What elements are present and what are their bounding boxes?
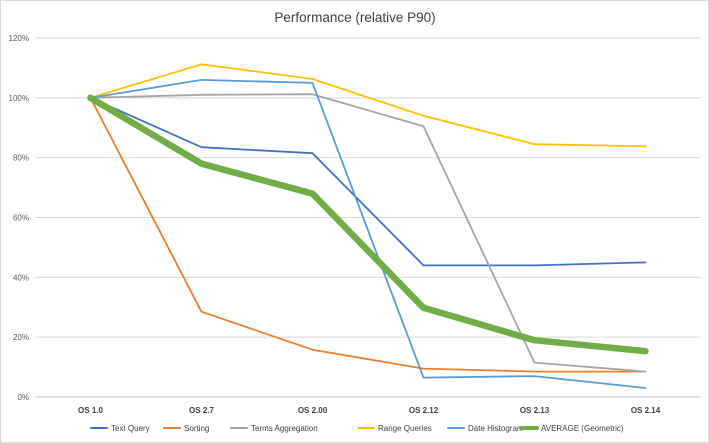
legend-item: Sorting (163, 424, 209, 433)
plot-area (87, 63, 649, 389)
legend-label: AVERAGE (Geometric) (541, 424, 624, 433)
y-tick-label: 40% (13, 273, 29, 282)
legend-label: Text Query (111, 424, 150, 433)
series-line (89, 79, 647, 389)
y-tick-label: 0% (17, 393, 29, 402)
x-tick-label: OS 2.7 (189, 406, 214, 415)
y-tick-label: 120% (9, 34, 29, 43)
x-axis: OS 1.0 OS 2.7 OS 2.00 OS 2.12 OS 2.13 OS 2.14 (78, 406, 661, 415)
y-tick-label: 20% (13, 333, 29, 342)
legend-label: Date Histogram (468, 424, 524, 433)
legend-label: Range Queries (378, 424, 432, 433)
chart-title: Performance (relative P90) (274, 10, 435, 25)
x-tick-label: OS 2.12 (409, 406, 439, 415)
series-line (89, 63, 647, 148)
legend: Text Query Sorting Terms Aggregation Range … (90, 424, 624, 433)
x-tick-label: OS 2.00 (298, 406, 328, 415)
x-tick-label: OS 2.14 (631, 406, 661, 415)
legend-item: Text Query (90, 424, 150, 433)
x-tick-label: OS 2.13 (520, 406, 550, 415)
legend-label: Terms Aggregation (251, 424, 318, 433)
legend-label: Sorting (184, 424, 209, 433)
series-line (87, 94, 649, 355)
y-tick-label: 100% (9, 94, 29, 103)
x-tick-label: OS 1.0 (78, 406, 103, 415)
series-line (89, 96, 647, 373)
series-line (89, 96, 647, 267)
y-tick-label: 60% (13, 214, 29, 223)
legend-item: Range Queries (357, 424, 432, 433)
legend-item: AVERAGE (Geometric) (519, 424, 624, 433)
y-tick-label: 80% (13, 154, 29, 163)
series-line (89, 93, 647, 373)
legend-item: Date Histogram (447, 424, 524, 433)
gridlines (35, 37, 701, 398)
y-axis: 0% 20% 40% 60% 80% 100% 120% (9, 34, 29, 402)
legend-item: Terms Aggregation (230, 424, 318, 433)
